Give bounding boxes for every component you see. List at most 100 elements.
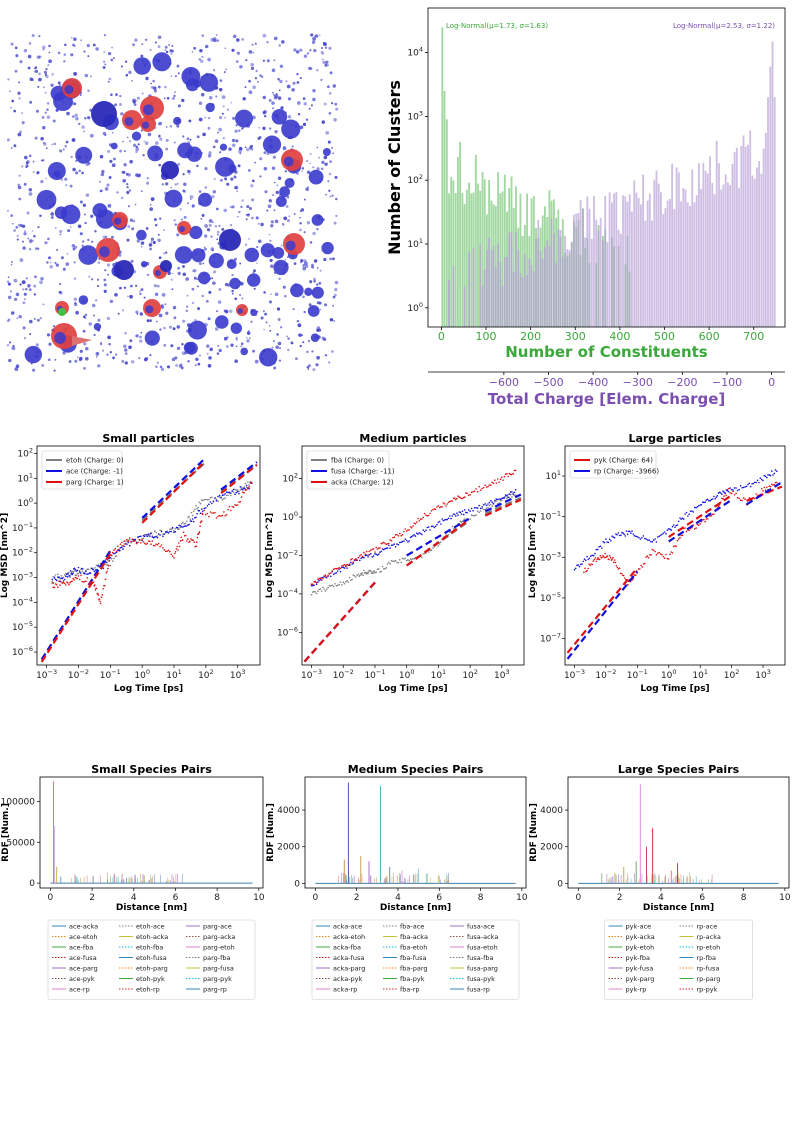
small-particle-dot xyxy=(174,183,177,186)
msd-data-point xyxy=(449,500,451,503)
msd-data-point xyxy=(99,600,101,603)
histogram-bar-purple xyxy=(691,169,694,327)
msd-data-point xyxy=(598,558,601,561)
small-particle-dot xyxy=(60,178,64,181)
small-particle-dot xyxy=(269,127,272,130)
x-tick-label: 10 xyxy=(779,893,791,903)
msd-data-point xyxy=(456,512,458,514)
msd-data-point xyxy=(87,568,90,571)
histogram-bar-purple xyxy=(671,163,674,327)
small-particle-dot xyxy=(64,145,67,148)
msd-data-point xyxy=(595,548,598,551)
msd-data-point xyxy=(224,497,226,499)
msd-data-point xyxy=(205,513,207,516)
msd-data-point xyxy=(178,528,180,530)
small-particle-dot xyxy=(126,182,129,186)
msd-data-point xyxy=(460,497,463,500)
x-tick-label: 102 xyxy=(462,668,478,681)
msd-data-point xyxy=(58,576,60,579)
msd-data-point xyxy=(464,496,466,498)
small-particle-dot xyxy=(211,194,215,199)
blue-cluster-blob xyxy=(304,287,313,296)
small-particle-dot xyxy=(102,65,106,70)
msd-data-point xyxy=(97,594,100,596)
small-particle-dot xyxy=(161,293,166,297)
msd-data-point xyxy=(508,496,511,499)
small-particle-dot xyxy=(208,151,212,155)
histogram-bar-purple xyxy=(642,174,645,327)
small-particle-dot xyxy=(85,162,89,167)
legend-label: ace-rp xyxy=(69,986,90,994)
msd-data-point xyxy=(776,481,778,484)
small-particle-dot xyxy=(65,262,70,266)
msd-data-point xyxy=(199,521,202,524)
small-particle-dot xyxy=(300,261,302,264)
small-particle-dot xyxy=(116,191,119,194)
small-particle-dot xyxy=(246,336,248,339)
msd-data-point xyxy=(238,490,240,493)
msd-data-point xyxy=(345,581,347,583)
msd-data-point xyxy=(626,580,628,583)
msd-data-point xyxy=(625,578,627,581)
small-particle-dot xyxy=(10,214,14,217)
small-particle-dot xyxy=(48,44,51,48)
small-particle-dot xyxy=(311,263,314,267)
msd-data-point xyxy=(348,576,351,579)
histogram-bar-purple xyxy=(704,170,707,327)
small-particle-dot xyxy=(15,364,20,369)
msd-data-point xyxy=(689,510,692,513)
msd-data-point xyxy=(147,534,150,537)
blue-cluster-blob xyxy=(197,271,211,285)
small-particle-dot xyxy=(122,344,127,349)
small-particle-dot xyxy=(137,143,140,146)
small-particle-dot xyxy=(277,341,282,346)
legend-label: fusa-acka xyxy=(467,933,498,941)
small-particle-dot xyxy=(303,310,306,314)
y-tick-label: 10−5 xyxy=(540,591,561,604)
legend-label: ace-pyk xyxy=(69,975,95,983)
small-particle-dot xyxy=(273,36,278,41)
msd-data-point xyxy=(606,541,608,543)
msd-data-point xyxy=(748,482,751,485)
msd-data-point xyxy=(77,575,80,577)
small-particle-dot xyxy=(15,54,19,58)
small-particle-dot xyxy=(320,50,324,54)
msd-data-point xyxy=(177,549,179,551)
blue-cluster-blob xyxy=(215,315,229,329)
small-particle-dot xyxy=(263,110,267,114)
legend-label: parg-fba xyxy=(203,954,231,962)
small-particle-dot xyxy=(119,103,122,106)
legend-label: fusa-rp xyxy=(467,986,490,994)
legend-label: fusa-etoh xyxy=(467,944,498,952)
small-particle-dot xyxy=(59,233,62,236)
small-particle-dot xyxy=(280,244,283,247)
small-particle-dot xyxy=(66,253,69,255)
small-particle-dot xyxy=(163,326,166,330)
msd-data-point xyxy=(466,511,468,514)
blue-cluster-blob xyxy=(322,148,331,156)
blue-cluster-blob xyxy=(237,308,243,314)
small-particle-dot xyxy=(235,124,238,127)
msd-data-point xyxy=(736,496,739,499)
small-particle-dot xyxy=(182,135,185,138)
msd-data-point xyxy=(509,473,512,476)
small-particle-dot xyxy=(204,44,209,49)
legend-label: fba-acka xyxy=(400,933,428,941)
small-particle-dot xyxy=(18,174,21,177)
msd-data-point xyxy=(496,478,499,480)
msd-data-point xyxy=(221,514,224,517)
y-tick-label: 10−4 xyxy=(277,587,298,600)
y-tick-label: 103 xyxy=(407,109,423,122)
msd-medium-plot: 10−3 10−2 10−1 100 101 102 10310−610−410−21001… xyxy=(265,432,525,694)
legend-label: acka-rp xyxy=(333,986,357,994)
msd-data-point xyxy=(86,577,89,579)
x-tick-label: 2 xyxy=(354,893,360,903)
msd-data-point xyxy=(227,508,229,511)
small-particle-dot xyxy=(239,152,242,155)
small-particle-dot xyxy=(73,261,76,264)
msd-data-point xyxy=(102,588,104,590)
msd-data-point xyxy=(487,506,489,509)
msd-data-point xyxy=(680,518,682,520)
blue-cluster-blob xyxy=(199,73,219,92)
small-particle-dot xyxy=(251,43,254,46)
